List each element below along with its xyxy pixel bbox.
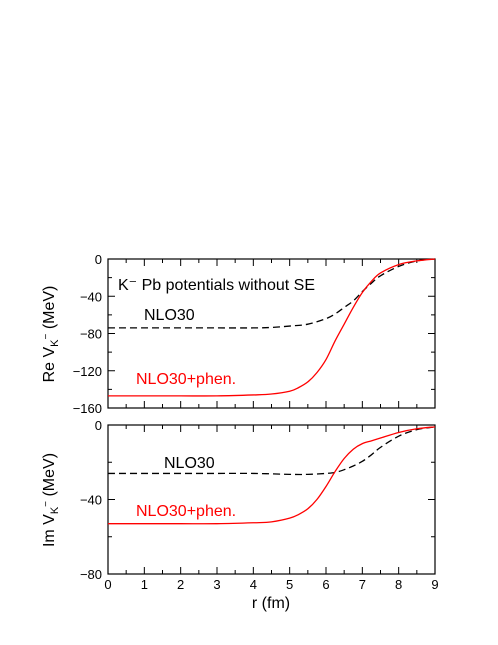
top-y-tick-label: −120 [73,364,102,379]
x-tick-label: 1 [141,577,148,592]
bottom-plot-frame [107,424,436,575]
x-tick-label: 9 [431,577,438,592]
top-y-tick-label: −80 [80,327,102,342]
top-y-tick-label: 0 [95,252,102,267]
top-annotation: K⁻ Pb potentials without SE [118,277,315,294]
top-y-axis-title: Re VK− (MeV) [41,286,61,383]
bottom-y-axis-title: Im VK− (MeV) [41,453,61,547]
bottom-series-label-nlo30: NLO30 [164,455,215,472]
x-axis-title: r (fm) [252,595,290,612]
top-ticks: 0 −40 −80 −120 −160 [73,252,436,416]
bottom-series-nlo30-line [108,426,436,476]
bottom-curves [107,426,436,525]
x-tick-label: 4 [250,577,257,592]
top-panel: 0 −40 −80 −120 −160 K⁻ Pb potentials without… [41,252,436,416]
top-series-label-nlo30: NLO30 [144,307,195,324]
bottom-series-label-nlo30-phen: NLO30+phen. [136,503,236,520]
top-series-label-nlo30-phen: NLO30+phen. [136,371,236,388]
bottom-y-tick-label: −40 [80,493,102,508]
bottom-ticks: 0 1 2 3 4 5 6 7 8 9 0 −40 −80 [80,418,439,592]
bottom-y-tick-label: −80 [80,567,102,582]
top-series-nlo30-phen-line [108,258,436,397]
bottom-y-tick-label: 0 [95,418,102,433]
top-y-tick-label: −40 [80,289,102,304]
x-tick-label: 3 [213,577,220,592]
top-series-nlo30-line [108,258,436,329]
x-tick-label: 2 [177,577,184,592]
x-tick-label: 8 [395,577,402,592]
x-tick-label: 5 [286,577,293,592]
top-curves [108,258,436,397]
bottom-series-nlo30-phen-line [107,426,436,525]
x-tick-label: 6 [322,577,329,592]
x-tick-label: 7 [359,577,366,592]
x-tick-label: 0 [104,577,111,592]
top-y-tick-label: −160 [73,401,102,416]
bottom-panel: 0 1 2 3 4 5 6 7 8 9 0 −40 −80 NLO30 NLO30+phen. Im V… [41,418,439,612]
